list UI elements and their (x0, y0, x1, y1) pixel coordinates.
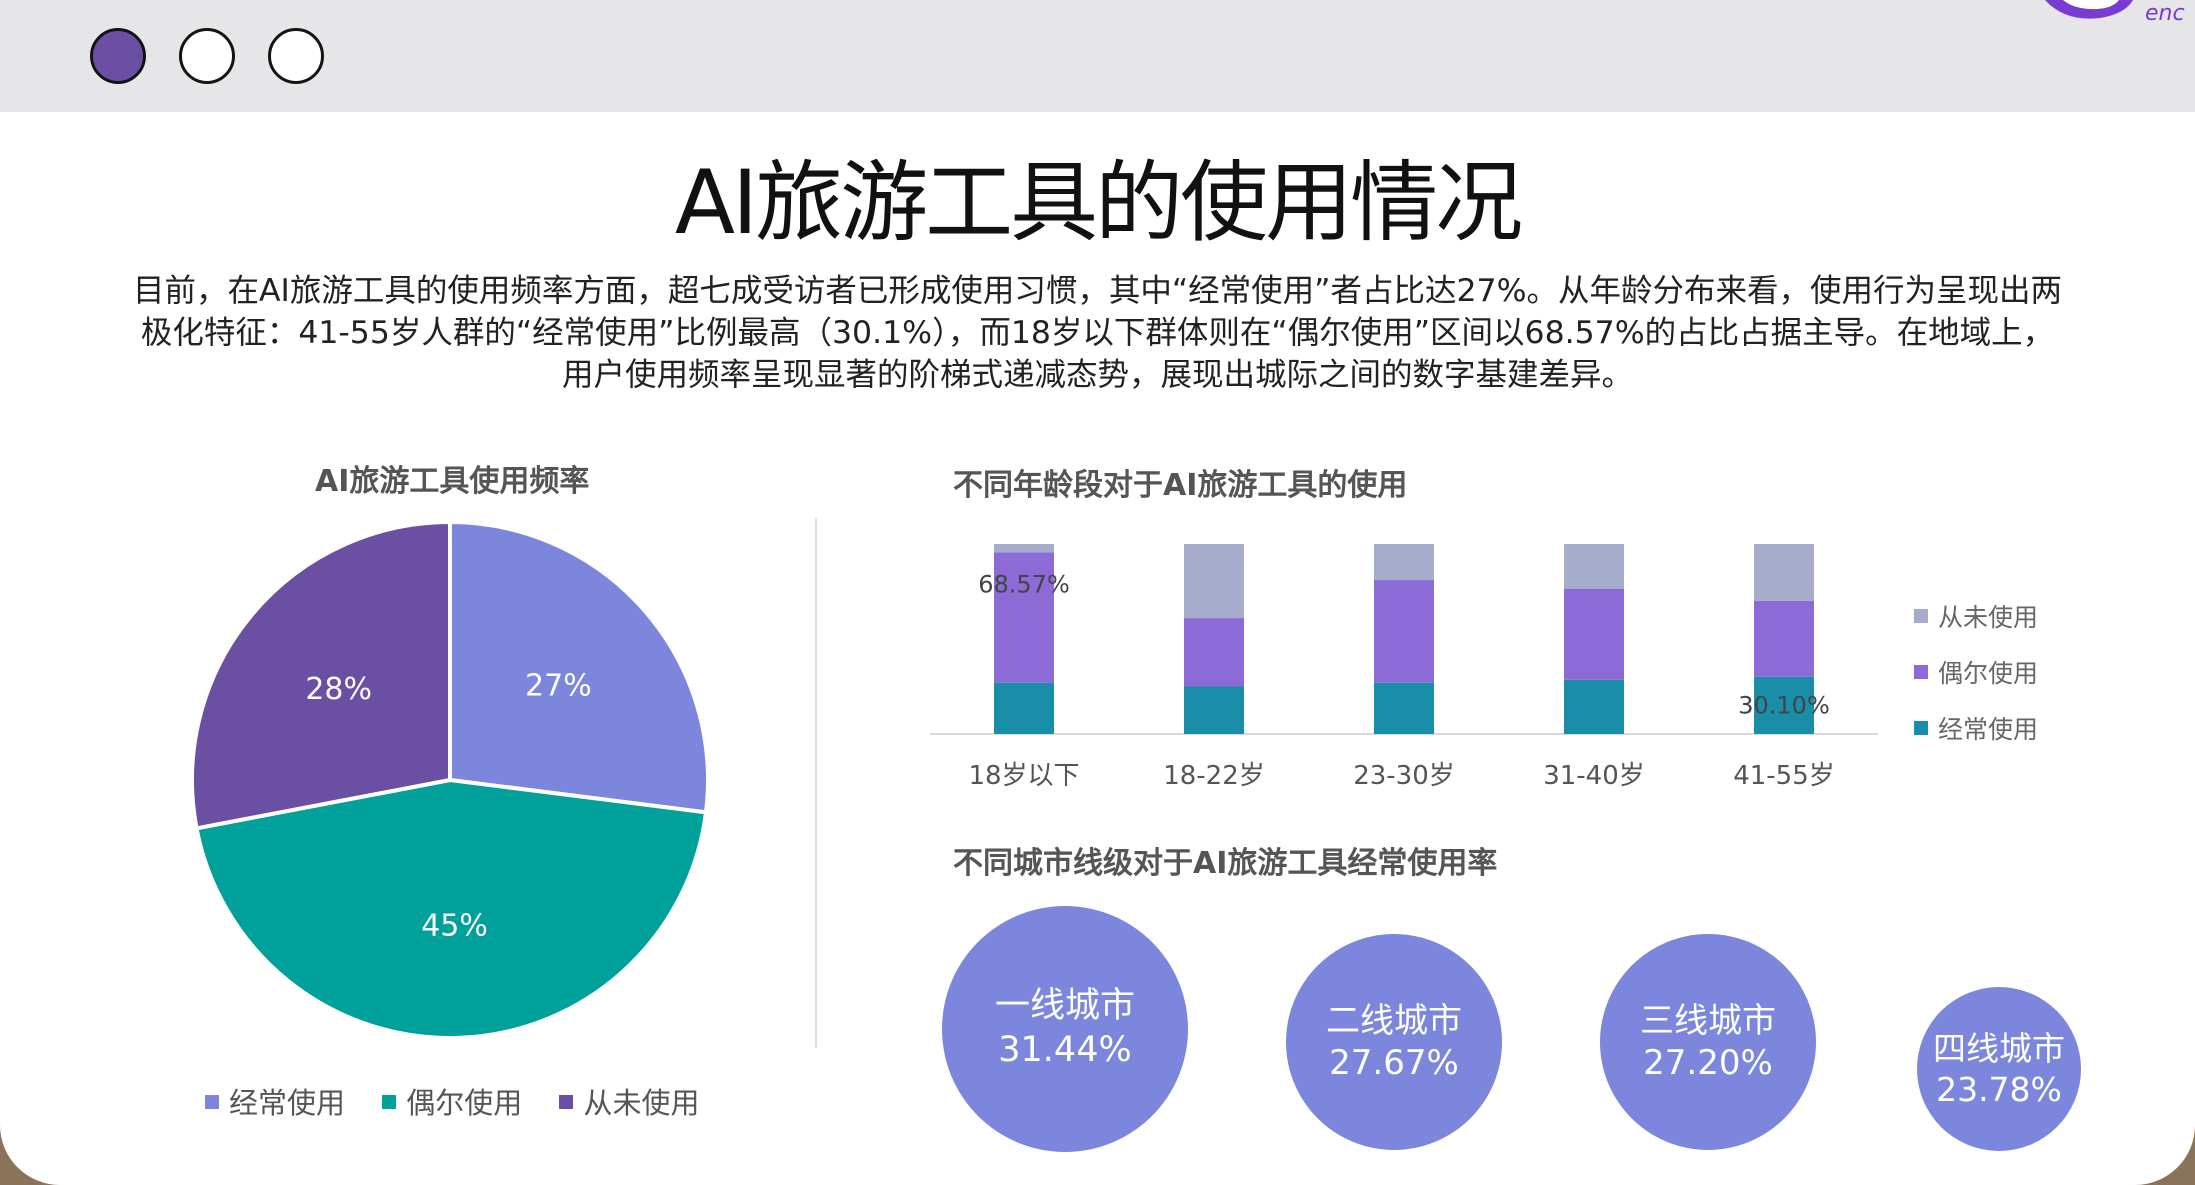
chart-divider (815, 518, 817, 1048)
city-bubble-tier1: 一线城市 31.44% (942, 906, 1188, 1152)
city-bubble-value: 31.44% (998, 1030, 1132, 1070)
pie-slice-2 (190, 519, 452, 831)
bar-legend-label: 从未使用 (1938, 603, 2039, 632)
pie-legend-label: 经常使用 (229, 1086, 346, 1120)
pie-legend: 经常使用 偶尔使用 从未使用 (205, 1080, 727, 1122)
pie-slice-1 (194, 777, 709, 1040)
legend-swatch-icon (205, 1095, 219, 1109)
summary-paragraph: 目前，在AI旅游工具的使用频率方面，超七成受访者已形成使用习惯，其中“经常使用”… (133, 273, 2062, 393)
pie-chart-title: AI旅游工具使用频率 (315, 464, 590, 499)
bar-segment-0 (1754, 676, 1814, 734)
bar-segment-1 (1754, 600, 1814, 677)
legend-swatch-icon (559, 1095, 574, 1109)
bar-segment-2 (1374, 544, 1434, 581)
bar-category-label: 41-55岁 (1733, 761, 1835, 791)
city-chart-title: 不同城市线级对于AI旅游工具经常使用率 (953, 846, 1498, 881)
bar-segment-2 (1754, 544, 1814, 601)
bar-legend-label: 经常使用 (1938, 715, 2039, 744)
window-titlebar: enc (0, 0, 2195, 112)
bar-data-label: 68.57% (978, 570, 1070, 598)
pie-slice-label: 28% (305, 672, 372, 707)
brand-logo: enc (2045, 0, 2185, 26)
city-bubble-value: 23.78% (1936, 1070, 2062, 1109)
pie-legend-item-sometimes: 偶尔使用 (382, 1080, 522, 1122)
bar-segment-0 (1184, 686, 1244, 734)
bar-segment-1 (1564, 588, 1624, 680)
legend-swatch-icon (382, 1095, 397, 1109)
city-bubble-tier3: 三线城市 27.20% (1600, 934, 1816, 1150)
window-dot-purple[interactable] (90, 28, 146, 84)
pie-slice-label: 27% (525, 668, 592, 703)
bar-legend-label: 偶尔使用 (1938, 659, 2039, 688)
bar-category-label: 18岁以下 (968, 761, 1079, 791)
city-bubble-label: 四线城市 (1933, 1028, 2065, 1068)
bar-data-label: 30.10% (1738, 691, 1830, 719)
pie-legend-label: 偶尔使用 (406, 1086, 523, 1120)
city-bubble-value: 27.20% (1643, 1043, 1773, 1083)
bar-segment-0 (1374, 682, 1434, 734)
bar-segment-1 (1374, 580, 1434, 683)
bar-segment-2 (1184, 544, 1244, 619)
city-bubble-label: 三线城市 (1640, 1000, 1776, 1041)
pie-chart: 27% 45% 28% (190, 519, 710, 1040)
city-bubble-label: 一线城市 (994, 986, 1135, 1027)
legend-swatch-icon (1914, 609, 1928, 623)
bar-category-label: 18-22岁 (1163, 761, 1265, 791)
page-title: AI旅游工具的使用情况 (674, 151, 1523, 254)
legend-swatch-icon (1914, 665, 1928, 679)
bar-legend-item-sometimes: 偶尔使用 (1914, 654, 2038, 690)
bar-segment-1 (1184, 618, 1244, 687)
bar-legend-item-never: 从未使用 (1914, 598, 2038, 634)
bar-chart-title: 不同年龄段对于AI旅游工具的使用 (953, 468, 1408, 503)
bar-legend-item-often: 经常使用 (1914, 710, 2038, 746)
bar-segment-0 (994, 682, 1054, 734)
pie-legend-label: 从未使用 (583, 1086, 700, 1120)
bar-segment-2 (1564, 544, 1624, 589)
pie-slice-label: 45% (421, 908, 488, 943)
bar-category-label: 23-30岁 (1353, 761, 1455, 791)
legend-swatch-icon (1914, 721, 1928, 735)
city-bubble-tier2: 二线城市 27.67% (1286, 934, 1502, 1150)
city-bubble-value: 27.67% (1329, 1043, 1459, 1083)
stacked-bar-chart: 18岁以下 18-22岁 23-30岁 31-40岁 41-55岁 68.57% 30.10… (930, 544, 1878, 791)
bar-segment-2 (994, 544, 1054, 553)
brand-logo-text: enc (2145, 1, 2185, 26)
city-bubble-label: 二线城市 (1326, 1000, 1462, 1041)
bar-category-label: 31-40岁 (1543, 761, 1645, 791)
pie-legend-item-often: 经常使用 (205, 1080, 345, 1122)
window-dot-white-2[interactable] (268, 28, 324, 84)
pie-legend-item-never: 从未使用 (559, 1080, 699, 1122)
bar-segment-0 (1564, 679, 1624, 734)
bar-segment-1 (994, 552, 1054, 683)
window-dot-white-1[interactable] (179, 28, 235, 84)
bar-legend: 从未使用 偶尔使用 经常使用 (1914, 598, 2038, 766)
city-bubble-tier4: 四线城市 23.78% (1917, 987, 2081, 1151)
pie-slice-0 (448, 519, 710, 815)
